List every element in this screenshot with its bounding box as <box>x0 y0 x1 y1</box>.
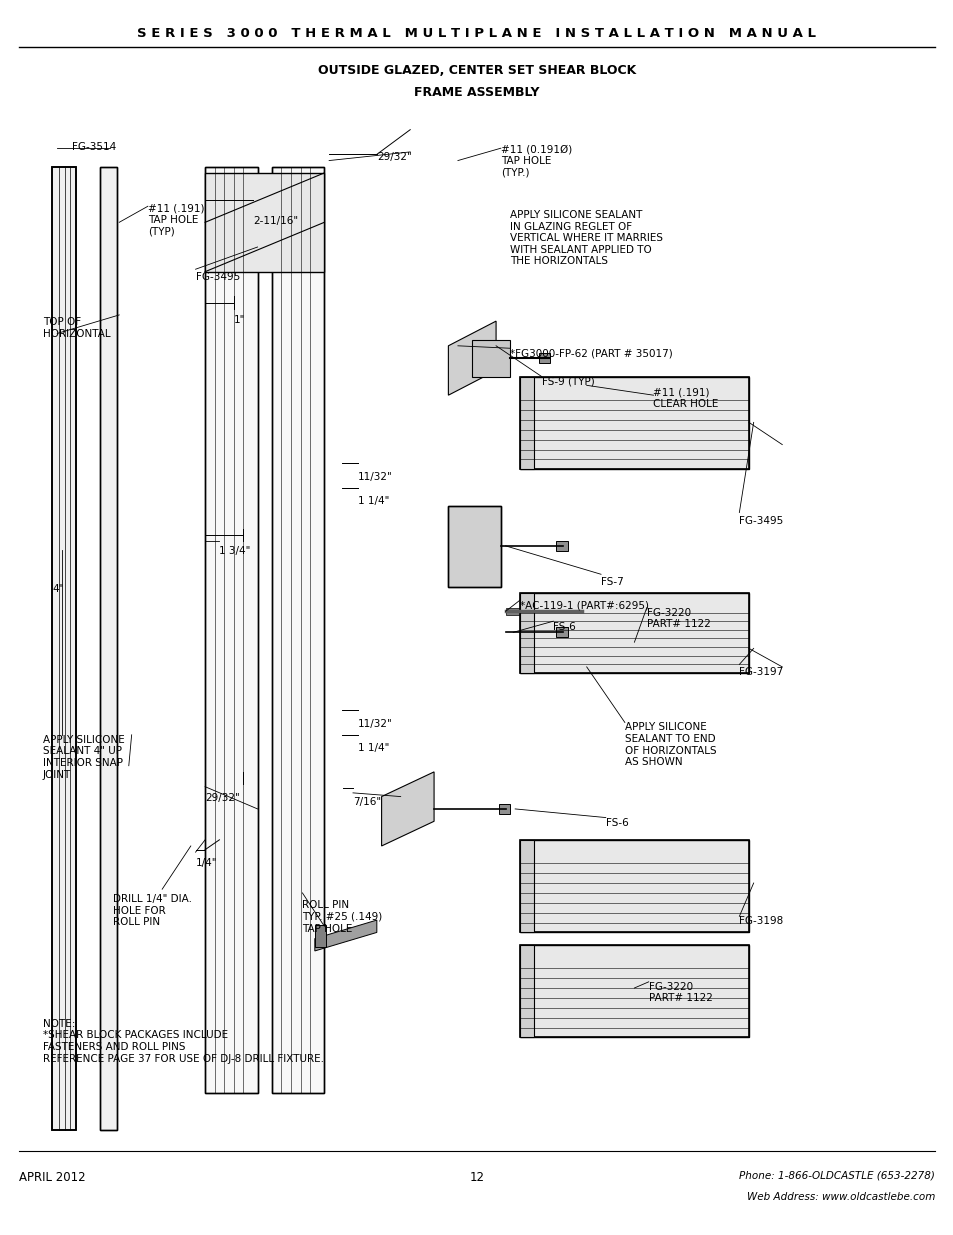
Bar <box>519 840 748 932</box>
Polygon shape <box>381 772 434 846</box>
Text: FS-9 (TYP): FS-9 (TYP) <box>541 377 594 387</box>
Text: APPLY SILICONE
SEALANT TO END
OF HORIZONTALS
AS SHOWN: APPLY SILICONE SEALANT TO END OF HORIZON… <box>624 722 716 767</box>
Text: 1 1/4": 1 1/4" <box>357 743 389 753</box>
Bar <box>100 167 117 1130</box>
Bar <box>519 945 748 1037</box>
Text: 1/4": 1/4" <box>195 858 217 868</box>
Bar <box>519 593 534 673</box>
Bar <box>519 945 748 1037</box>
Text: 2-11/16": 2-11/16" <box>253 216 297 226</box>
Text: TOP OF
HORIZONTAL: TOP OF HORIZONTAL <box>43 317 111 338</box>
Bar <box>448 506 500 587</box>
Text: FG-3514: FG-3514 <box>71 142 115 152</box>
Text: 1 3/4": 1 3/4" <box>219 546 251 556</box>
Text: 1 1/4": 1 1/4" <box>357 496 389 506</box>
Bar <box>498 804 510 814</box>
Text: #11 (.191)
TAP HOLE
(TYP): #11 (.191) TAP HOLE (TYP) <box>148 204 204 237</box>
Text: NOTE:
*SHEAR BLOCK PACKAGES INCLUDE
FASTENERS AND ROLL PINS
REFERENCE PAGE 37 FO: NOTE: *SHEAR BLOCK PACKAGES INCLUDE FAST… <box>43 1019 324 1063</box>
Text: *AC-119-1 (PART#:6295): *AC-119-1 (PART#:6295) <box>519 600 648 610</box>
Bar <box>100 167 117 1130</box>
Text: S E R I E S   3 0 0 0   T H E R M A L   M U L T I P L A N E   I N S T A L L A T : S E R I E S 3 0 0 0 T H E R M A L M U L … <box>137 27 816 41</box>
Bar <box>272 167 324 1093</box>
Bar <box>272 167 324 1093</box>
Bar <box>519 377 534 469</box>
Bar <box>205 173 324 272</box>
Bar <box>519 840 748 932</box>
Text: FG-3198: FG-3198 <box>739 916 782 926</box>
Bar <box>205 167 257 1093</box>
Text: APRIL 2012: APRIL 2012 <box>19 1171 86 1184</box>
Text: APPLY SILICONE
SEALANT 4" UP
INTERIOR SNAP
JOINT: APPLY SILICONE SEALANT 4" UP INTERIOR SN… <box>43 735 125 779</box>
Text: FG-3495: FG-3495 <box>739 516 782 526</box>
Text: FRAME ASSEMBLY: FRAME ASSEMBLY <box>414 86 539 100</box>
Bar <box>519 377 748 469</box>
Bar <box>52 167 76 1130</box>
Text: DRILL 1/4" DIA.
HOLE FOR
ROLL PIN: DRILL 1/4" DIA. HOLE FOR ROLL PIN <box>112 894 192 927</box>
Text: 11/32": 11/32" <box>357 472 392 482</box>
Text: FG-3220
PART# 1122: FG-3220 PART# 1122 <box>646 608 710 629</box>
Text: Web Address: www.oldcastlebe.com: Web Address: www.oldcastlebe.com <box>746 1192 934 1202</box>
Text: 29/32": 29/32" <box>376 152 411 162</box>
Bar <box>519 377 748 469</box>
Bar <box>538 353 550 363</box>
Polygon shape <box>314 920 376 951</box>
Text: #11 (0.191Ø)
TAP HOLE
(TYP.): #11 (0.191Ø) TAP HOLE (TYP.) <box>500 144 572 178</box>
Bar <box>314 925 326 947</box>
Text: FG-3495: FG-3495 <box>195 272 239 282</box>
Bar <box>52 167 76 1130</box>
Polygon shape <box>448 321 496 395</box>
Bar <box>519 593 748 673</box>
Text: 1": 1" <box>233 315 245 325</box>
Text: FG-3220
PART# 1122: FG-3220 PART# 1122 <box>648 982 712 1003</box>
Text: 29/32": 29/32" <box>205 793 239 803</box>
Text: FS-7: FS-7 <box>600 577 623 587</box>
Bar <box>205 167 257 1093</box>
Bar <box>472 340 510 377</box>
Bar <box>519 945 534 1037</box>
Text: FG-3197: FG-3197 <box>739 667 782 677</box>
Text: #11 (.191)
CLEAR HOLE: #11 (.191) CLEAR HOLE <box>653 388 719 409</box>
Text: OUTSIDE GLAZED, CENTER SET SHEAR BLOCK: OUTSIDE GLAZED, CENTER SET SHEAR BLOCK <box>317 64 636 78</box>
Text: Phone: 1-866-OLDCASTLE (653-2278): Phone: 1-866-OLDCASTLE (653-2278) <box>739 1171 934 1181</box>
Bar <box>448 506 500 587</box>
Bar <box>519 593 748 673</box>
Text: 12: 12 <box>469 1171 484 1184</box>
Text: *FG3000-FP-62 (PART # 35017): *FG3000-FP-62 (PART # 35017) <box>510 348 673 358</box>
Text: 4": 4" <box>52 584 64 594</box>
Text: 7/16": 7/16" <box>353 797 380 806</box>
Bar <box>519 840 534 932</box>
Text: FS-6: FS-6 <box>605 818 628 827</box>
Text: APPLY SILICONE SEALANT
IN GLAZING REGLET OF
VERTICAL WHERE IT MARRIES
WITH SEALA: APPLY SILICONE SEALANT IN GLAZING REGLET… <box>510 210 662 267</box>
Bar <box>556 541 567 551</box>
Bar <box>505 608 581 615</box>
Text: FS-6: FS-6 <box>553 622 576 632</box>
Bar <box>556 627 567 637</box>
Text: 11/32": 11/32" <box>357 719 392 729</box>
Text: ROLL PIN
TYP. #25 (.149)
TAP HOLE: ROLL PIN TYP. #25 (.149) TAP HOLE <box>302 900 382 934</box>
